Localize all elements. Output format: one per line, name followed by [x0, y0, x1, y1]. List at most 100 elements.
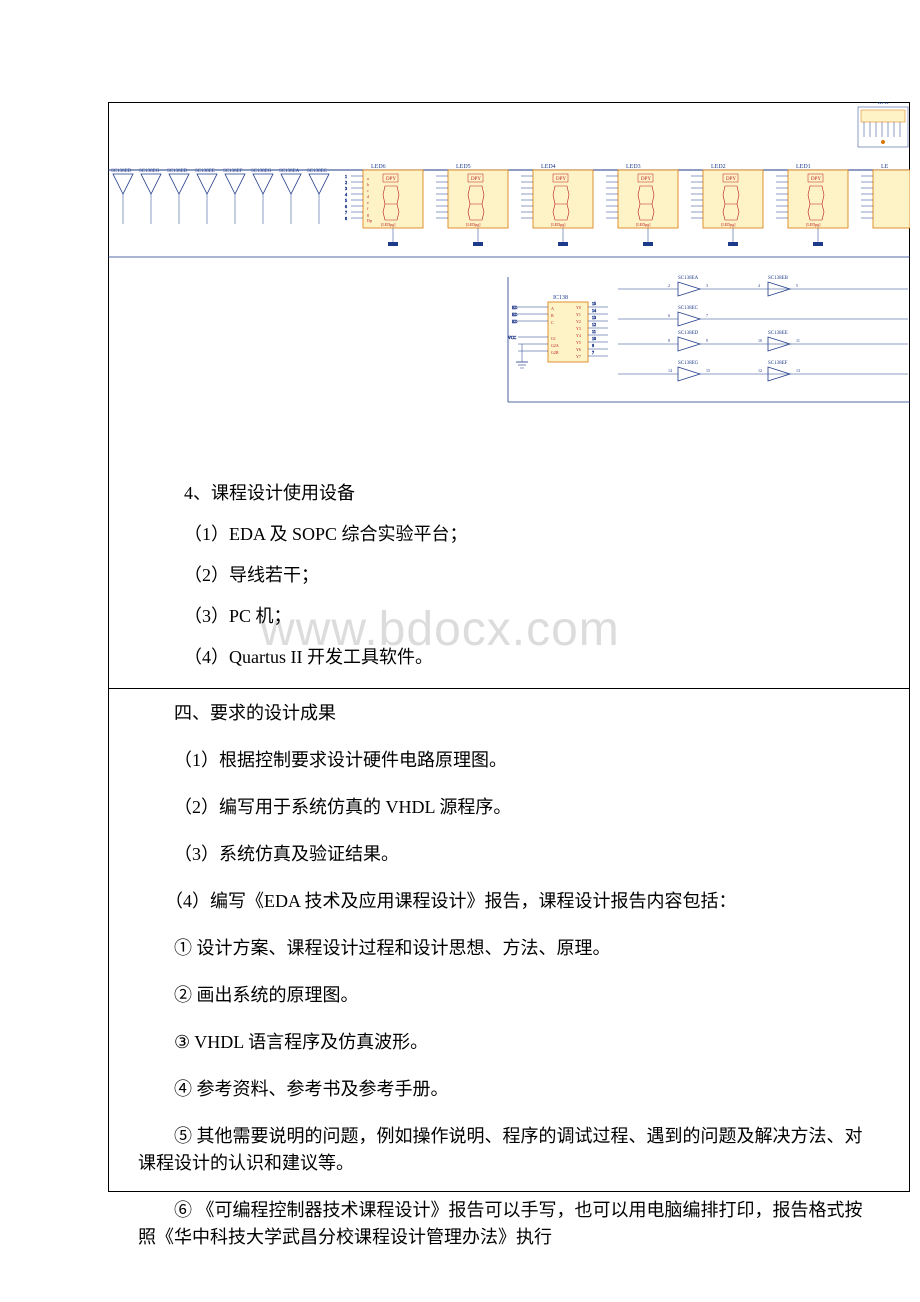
item-2-5: ① 设计方案、课程设计过程和设计思想、方法、原理。	[138, 935, 878, 962]
item-2-9: ⑤ 其他需要说明的问题，例如操作说明、程序的调试过程、遇到的问题及解决方法、对课…	[138, 1123, 878, 1177]
svg-text:SC138EF: SC138EF	[768, 361, 788, 366]
svg-text:SC138EG: SC138EG	[678, 361, 699, 366]
item-1-4: （4）Quartus II 开发工具软件。	[148, 644, 868, 671]
svg-text:ED: ED	[512, 319, 517, 324]
svg-text:SC138ED: SC138ED	[167, 169, 188, 174]
svg-text:Y3: Y3	[576, 326, 581, 331]
svg-text:5: 5	[796, 283, 798, 288]
item-2-3: （3）系统仿真及验证结果。	[138, 841, 878, 868]
decoder-chip: IC138 A B C G1 G2A G2B Y0 Y1 Y2 Y3 Y4 Y5…	[508, 295, 608, 368]
buffer-triangles: SC138ED SC138EG SC138ED SC138EE SC138EF	[111, 169, 329, 224]
svg-text:e: e	[367, 200, 369, 205]
seven-seg-displays: LED6 DPY a b c d e f g Dp [LEDpg] 1 2 3 …	[345, 164, 910, 246]
item-2-9-text: ⑤ 其他需要说明的问题，例如操作说明、程序的调试过程、遇到的问题及解决方法、对课…	[138, 1126, 863, 1173]
svg-text:3: 3	[345, 186, 347, 191]
svg-text:b: b	[367, 182, 369, 187]
item-1-3: （3）PC 机；	[148, 603, 868, 630]
svg-text:4: 4	[345, 192, 347, 197]
svg-text:Dp: Dp	[367, 218, 372, 223]
item-2-10-text: ⑥ 《可编程控制器技术课程设计》报告可以手写，也可以用电脑编排打印，报告格式按照…	[138, 1200, 863, 1247]
svg-text:DPY: DPY	[811, 177, 821, 182]
item-2-8: ④ 参考资料、参考书及参考手册。	[138, 1076, 878, 1103]
item-1-1: （1）EDA 及 SOPC 综合实验平台；	[148, 521, 868, 548]
svg-text:[LEDpg]: [LEDpg]	[806, 222, 821, 227]
svg-text:SC138EE: SC138EE	[195, 169, 215, 174]
svg-text:7: 7	[706, 313, 708, 318]
svg-text:c: c	[367, 188, 369, 193]
svg-text:LED4: LED4	[541, 164, 556, 170]
svg-text:LE: LE	[881, 164, 889, 170]
item-2-6: ② 画出系统的原理图。	[138, 982, 878, 1009]
svg-text:6: 6	[668, 313, 670, 318]
svg-text:G2B: G2B	[551, 350, 559, 355]
horizontal-divider	[108, 688, 910, 689]
svg-text:LED1: LED1	[796, 164, 811, 170]
svg-text:14: 14	[668, 368, 672, 373]
item-2-1: （1）根据控制要求设计硬件电路原理图。	[138, 747, 878, 774]
svg-text:[LEDpg]: [LEDpg]	[381, 222, 396, 227]
svg-text:Y5: Y5	[576, 340, 581, 345]
svg-text:SC138EE: SC138EE	[768, 331, 788, 336]
svg-text:SC138ED: SC138ED	[678, 331, 699, 336]
svg-text:SC138EA: SC138EA	[279, 169, 300, 174]
svg-text:DPY: DPY	[471, 177, 481, 182]
svg-text:15: 15	[592, 301, 596, 306]
svg-text:3: 3	[706, 283, 708, 288]
svg-text:2: 2	[345, 180, 347, 185]
svg-text:Y0: Y0	[576, 305, 581, 310]
svg-text:DPY: DPY	[386, 177, 396, 182]
svg-text:Y6: Y6	[576, 347, 581, 352]
svg-text:7: 7	[592, 350, 594, 355]
svg-text:Y4: Y4	[576, 333, 581, 338]
svg-text:13: 13	[592, 315, 596, 320]
svg-text:G1: G1	[551, 336, 556, 341]
svg-text:ED: ED	[512, 305, 517, 310]
svg-text:10: 10	[758, 338, 762, 343]
item-2-10: ⑥ 《可编程控制器技术课程设计》报告可以手写，也可以用电脑编排打印，报告格式按照…	[138, 1197, 878, 1251]
svg-text:1: 1	[345, 174, 347, 179]
svg-text:[LEDpg]: [LEDpg]	[721, 222, 736, 227]
svg-text:IC138: IC138	[553, 295, 568, 301]
svg-text:LED6: LED6	[371, 164, 386, 170]
item-1-2: （2）导线若干；	[148, 562, 868, 589]
svg-text:C: C	[551, 320, 554, 325]
svg-text:LED3: LED3	[626, 164, 641, 170]
section-requirements: 四、要求的设计成果 （1）根据控制要求设计硬件电路原理图。 （2）编写用于系统仿…	[138, 700, 878, 1271]
item-2-2: （2）编写用于系统仿真的 VHDL 源程序。	[138, 794, 878, 821]
svg-text:15: 15	[706, 368, 710, 373]
svg-text:SC138EG: SC138EG	[251, 169, 272, 174]
svg-text:SC138EB: SC138EB	[768, 276, 789, 281]
svg-text:8: 8	[668, 338, 670, 343]
svg-text:10: 10	[592, 336, 596, 341]
svg-text:13: 13	[796, 368, 800, 373]
svg-text:ED: ED	[512, 312, 517, 317]
svg-text:2: 2	[668, 283, 670, 288]
svg-text:14: 14	[592, 308, 596, 313]
circuit-diagram: RP11 SC138ED SC138EG SC138ED	[108, 102, 910, 432]
svg-text:d: d	[367, 194, 369, 199]
svg-text:11: 11	[796, 338, 800, 343]
svg-text:9: 9	[592, 343, 594, 348]
svg-text:[LEDpg]: [LEDpg]	[551, 222, 566, 227]
svg-text:DPY: DPY	[556, 177, 566, 182]
svg-text:a: a	[367, 176, 369, 181]
svg-text:5: 5	[345, 198, 347, 203]
schematic-svg: RP11 SC138ED SC138EG SC138ED	[108, 102, 910, 432]
svg-text:12: 12	[758, 368, 762, 373]
svg-text:Y1: Y1	[576, 312, 581, 317]
svg-text:Y2: Y2	[576, 319, 581, 324]
svg-text:DPY: DPY	[726, 177, 736, 182]
svg-text:9: 9	[706, 338, 708, 343]
svg-text:LED5: LED5	[456, 164, 471, 170]
svg-text:DPY: DPY	[641, 177, 651, 182]
svg-text:A: A	[551, 306, 554, 311]
svg-text:SC138EF: SC138EF	[223, 169, 243, 174]
svg-text:VCC: VCC	[508, 335, 517, 340]
section-equipment: 4、课程设计使用设备 （1）EDA 及 SOPC 综合实验平台； （2）导线若干…	[148, 480, 868, 685]
output-buffers: SC138EA 2 3 SC138EB 4 5 SC138EC 6 7	[618, 276, 908, 381]
svg-text:G2A: G2A	[551, 343, 559, 348]
section-1-title: 4、课程设计使用设备	[148, 480, 868, 507]
svg-text:8: 8	[345, 216, 347, 221]
svg-text:B: B	[551, 313, 554, 318]
svg-text:[LEDpg]: [LEDpg]	[636, 222, 651, 227]
